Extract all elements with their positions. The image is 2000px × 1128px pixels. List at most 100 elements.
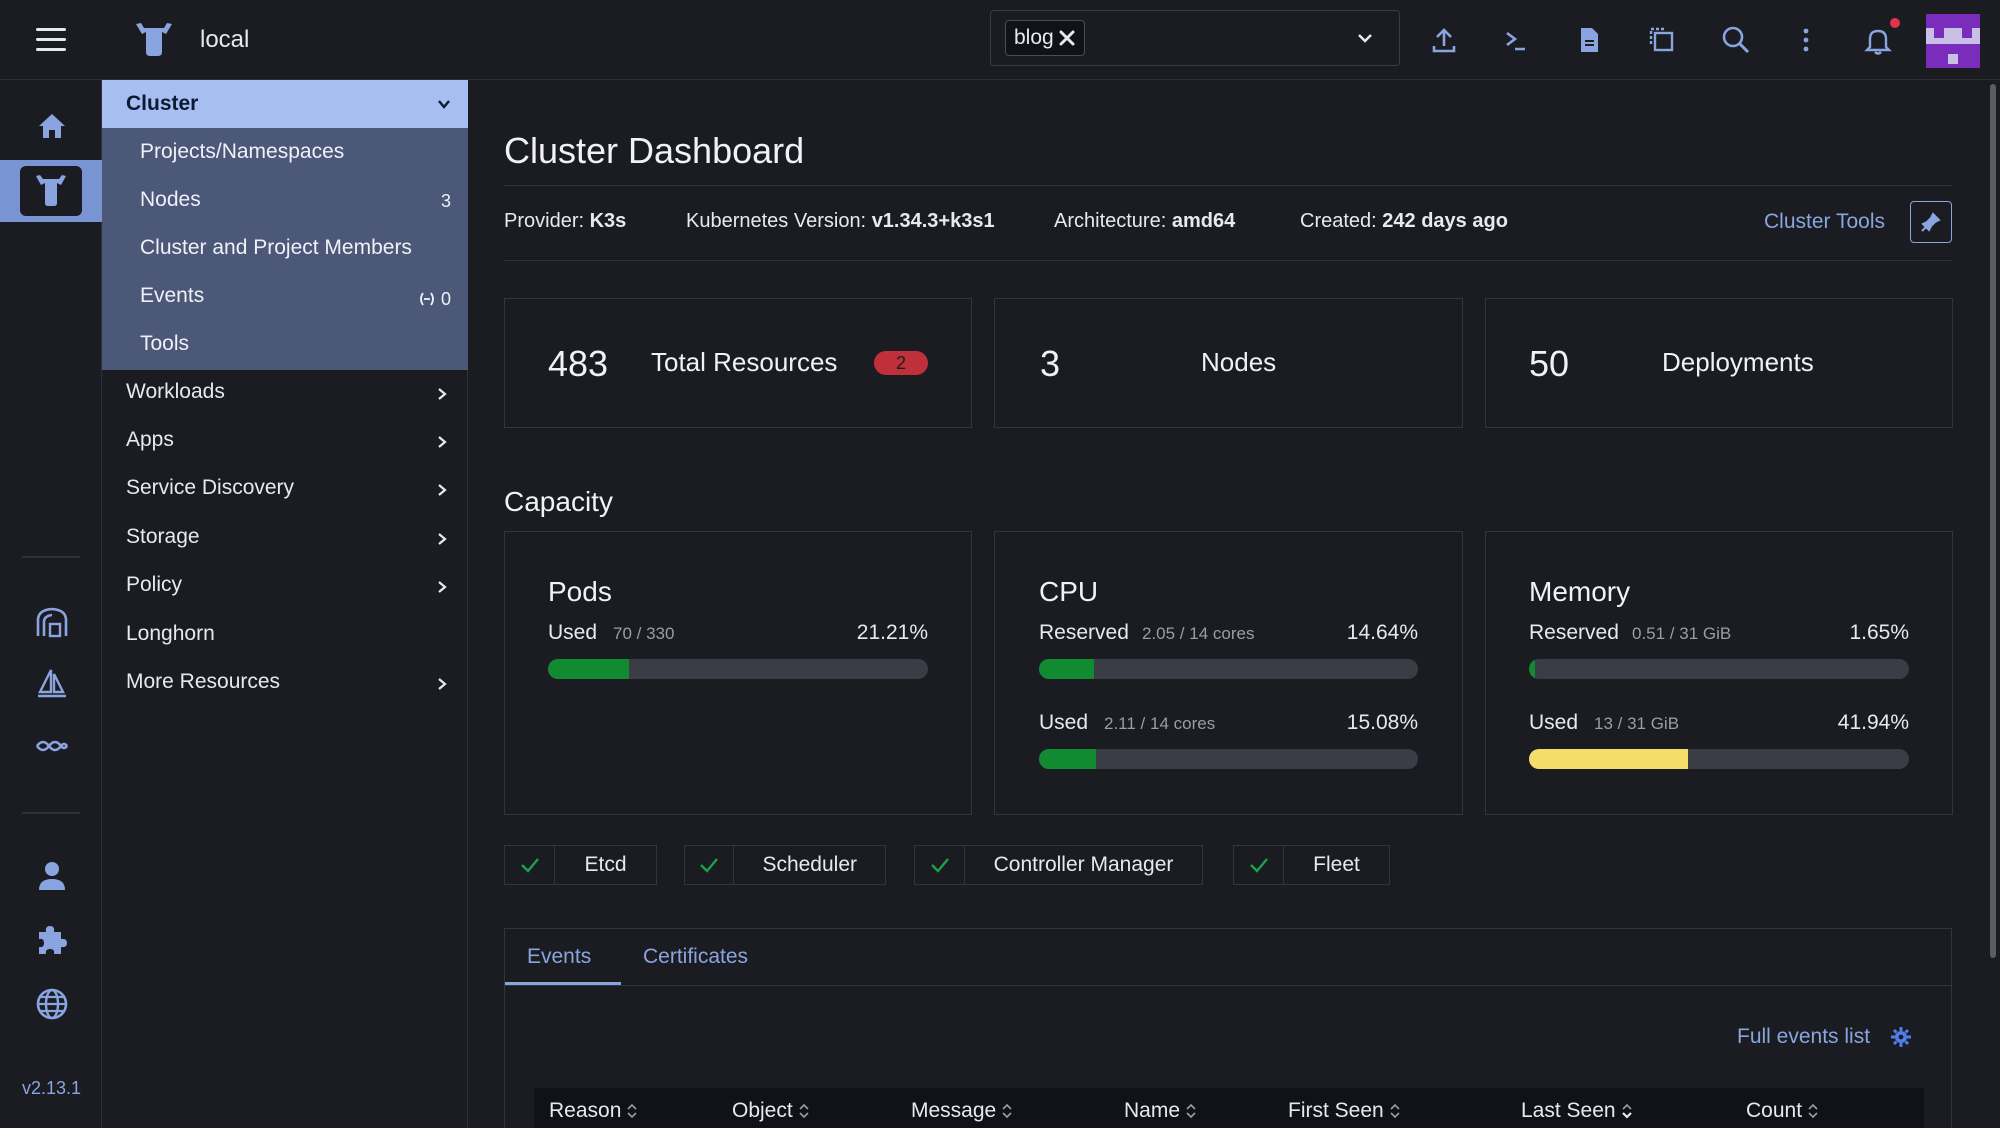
memory-used-label: Used — [1529, 711, 1579, 734]
cpu-reserved-label: Reserved — [1039, 621, 1129, 644]
column-header-object[interactable]: Object — [732, 1099, 811, 1123]
tab-certificates[interactable]: Certificates — [643, 945, 749, 968]
sidebar-item-tools[interactable]: Tools — [140, 332, 190, 355]
copy-kubeconfig-icon[interactable] — [1646, 24, 1678, 56]
full-events-list-link[interactable]: Full events list — [1737, 1025, 1871, 1048]
nodes-value: 3 — [1040, 343, 1061, 384]
kubeconfig-file-icon[interactable] — [1573, 24, 1605, 56]
deployments-card[interactable] — [1485, 298, 1953, 428]
sidebar-item-policy[interactable]: Policy — [126, 573, 183, 596]
extensions-puzzle-icon[interactable] — [34, 922, 70, 958]
column-header-first-seen[interactable]: First Seen — [1288, 1099, 1402, 1123]
component-label: Etcd — [584, 853, 627, 876]
component-etcd: Etcd — [504, 845, 657, 885]
active-tab-indicator — [505, 982, 621, 985]
pods-used-bar — [548, 659, 928, 679]
namespace-tag-label: blog — [1014, 26, 1054, 49]
pin-button[interactable] — [1910, 201, 1952, 243]
provider-value: K3s — [589, 210, 627, 232]
total-resources-value: 483 — [548, 343, 609, 384]
cluster-rail-item[interactable] — [20, 166, 82, 216]
longhorn-icon[interactable] — [34, 728, 70, 764]
component-controller-manager: Controller Manager — [914, 845, 1203, 885]
sidebar-item-events[interactable]: Events — [140, 284, 205, 307]
column-header-reason[interactable]: Reason — [549, 1099, 639, 1123]
user-icon[interactable] — [34, 858, 70, 894]
chevron-right-icon — [434, 579, 450, 595]
column-header-label: Message — [911, 1099, 997, 1122]
page-scrollbar[interactable] — [1990, 84, 1996, 958]
memory-reserved-percent: 1.65% — [1849, 621, 1909, 644]
component-scheduler: Scheduler — [684, 845, 886, 885]
gear-icon[interactable] — [1890, 1026, 1912, 1048]
component-label: Fleet — [1313, 853, 1360, 876]
memory-reserved-bar-fill — [1529, 659, 1536, 679]
globe-icon[interactable] — [34, 986, 70, 1022]
sidebar-item-members[interactable]: Cluster and Project Members — [140, 236, 412, 259]
column-header-message[interactable]: Message — [911, 1099, 1014, 1123]
import-yaml-icon[interactable] — [1428, 24, 1460, 56]
chevron-right-icon — [434, 482, 450, 498]
architecture-label: Architecture: — [1054, 210, 1167, 232]
sidebar-item-projects-namespaces[interactable]: Projects/Namespaces — [140, 140, 345, 163]
nodes-card[interactable] — [994, 298, 1463, 428]
nav-subgroup — [102, 128, 468, 370]
remove-tag-icon[interactable] — [1058, 29, 1076, 47]
events-table-header — [534, 1088, 1924, 1128]
tab-strip — [504, 928, 1952, 986]
chevron-down-icon — [436, 96, 452, 112]
avatar[interactable] — [1926, 14, 1980, 68]
cpu-used-bar — [1039, 749, 1418, 769]
sidebar-item-service-discovery[interactable]: Service Discovery — [126, 476, 295, 499]
rail-divider — [22, 812, 80, 814]
chevron-right-icon — [434, 531, 450, 547]
column-header-count[interactable]: Count — [1746, 1099, 1820, 1123]
pods-used-bar-fill — [548, 659, 629, 679]
memory-used-fraction: 13 / 31 GiB — [1594, 714, 1680, 733]
sort-icon — [1184, 1101, 1198, 1121]
sidebar-item-longhorn[interactable]: Longhorn — [126, 622, 215, 645]
sidebar-item-more-resources[interactable]: More Resources — [126, 670, 281, 693]
memory-used-bar — [1529, 749, 1909, 769]
notification-dot — [1890, 18, 1900, 28]
nav-group-label: Cluster — [126, 92, 199, 115]
cpu-reserved-bar — [1039, 659, 1418, 679]
chevron-down-icon[interactable] — [1355, 28, 1375, 48]
sidebar-item-apps[interactable]: Apps — [126, 428, 174, 451]
component-label: Scheduler — [762, 853, 857, 876]
divider — [504, 185, 1952, 186]
events-panel — [504, 928, 1952, 1128]
k8s-version-meta: Kubernetes Version: v1.34.3+k3s1 — [686, 210, 995, 233]
column-header-label: Object — [732, 1099, 793, 1122]
sidebar-item-nodes[interactable]: Nodes — [140, 188, 201, 211]
column-header-label: Reason — [549, 1099, 622, 1122]
column-header-last-seen[interactable]: Last Seen — [1521, 1099, 1634, 1123]
memory-reserved-fraction: 0.51 / 31 GiB — [1632, 624, 1732, 643]
tab-events[interactable]: Events — [527, 945, 592, 968]
version-label: v2.13.1 — [22, 1078, 82, 1098]
nodes-count: 3 — [441, 191, 452, 211]
search-icon[interactable] — [1720, 24, 1752, 56]
capacity-title: Capacity — [504, 486, 613, 517]
bell-icon[interactable] — [1862, 24, 1894, 56]
column-header-name[interactable]: Name — [1124, 1099, 1198, 1123]
kubectl-shell-icon[interactable] — [1500, 24, 1532, 56]
sort-icon — [1806, 1101, 1820, 1121]
memory-reserved-label: Reserved — [1529, 621, 1619, 644]
sidebar-item-storage[interactable]: Storage — [126, 525, 200, 548]
column-header-label: First Seen — [1288, 1099, 1384, 1122]
column-header-label: Last Seen — [1521, 1099, 1616, 1122]
cluster-tools-link[interactable]: Cluster Tools — [1764, 210, 1885, 233]
sidebar-item-workloads[interactable]: Workloads — [126, 380, 225, 403]
sort-icon — [1000, 1101, 1014, 1121]
fleet-icon[interactable] — [34, 604, 70, 640]
cpu-reserved-bar-fill — [1039, 659, 1095, 679]
apps-sail-icon[interactable] — [34, 666, 70, 702]
nav-group-cluster[interactable]: Cluster — [102, 80, 468, 128]
more-vertical-icon[interactable] — [1790, 24, 1822, 56]
home-icon[interactable] — [34, 108, 70, 144]
divider — [504, 260, 1952, 261]
total-resources-label: Total Resources — [651, 347, 838, 377]
menu-icon[interactable] — [36, 28, 66, 52]
component-label: Controller Manager — [993, 853, 1174, 876]
